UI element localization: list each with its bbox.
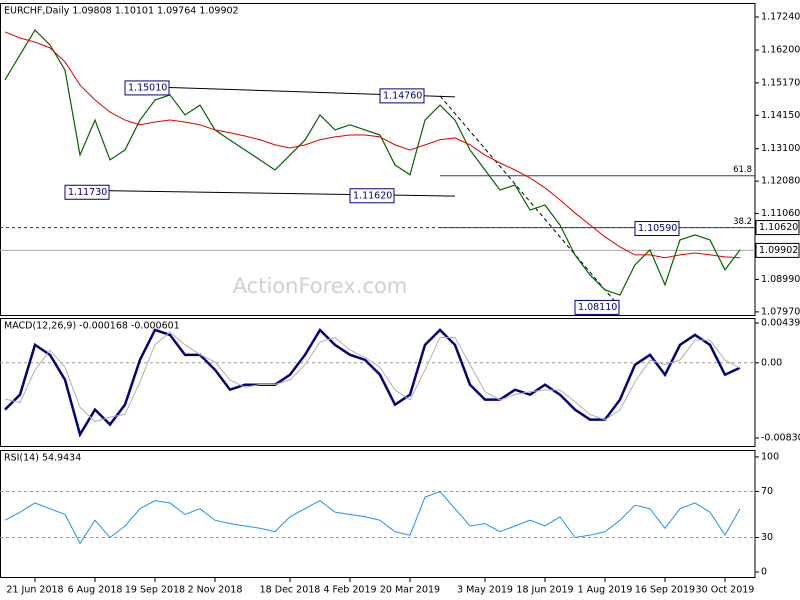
x-tick-label: 2 Nov 2018 bbox=[188, 585, 243, 596]
y-tick-label: 0.00 bbox=[761, 357, 782, 368]
y-tick-label: 1.16200 bbox=[761, 45, 800, 56]
series-line bbox=[4, 490, 741, 545]
panel-frame bbox=[0, 3, 756, 316]
panel-title: RSI(14) 54.9434 bbox=[4, 453, 81, 464]
panel-frame bbox=[0, 318, 756, 447]
annotation-label: 1.10590 bbox=[638, 223, 677, 234]
annotation-box bbox=[634, 221, 680, 237]
y-tick-label: 1.15170 bbox=[761, 77, 800, 88]
x-tick-label: 18 Dec 2018 bbox=[260, 585, 321, 596]
price-box bbox=[755, 220, 800, 236]
x-tick-label: 4 Feb 2019 bbox=[323, 585, 376, 596]
y-tick-label: 1.13100 bbox=[761, 143, 800, 154]
x-tick-label: 19 Sep 2018 bbox=[125, 585, 185, 596]
x-tick-label: 21 Jun 2018 bbox=[6, 585, 63, 596]
y-tick-label: 1.12080 bbox=[761, 176, 800, 187]
annotation-label: 1.15010 bbox=[128, 82, 167, 93]
panel-title: EURCHF,Daily 1.09808 1.10101 1.09764 1.0… bbox=[4, 6, 239, 17]
annotation-box bbox=[64, 184, 110, 200]
x-tick-label: 16 Sep 2019 bbox=[635, 585, 695, 596]
y-tick-label: 30 bbox=[761, 532, 773, 543]
price-box-label: 1.10620 bbox=[759, 222, 798, 233]
watermark: ActionForex.com bbox=[233, 274, 408, 298]
price-box bbox=[755, 242, 800, 258]
series-line bbox=[4, 29, 741, 296]
annotation-box bbox=[379, 88, 425, 104]
y-tick-label: 1.17240 bbox=[761, 11, 800, 22]
panel-frame bbox=[0, 450, 756, 578]
y-tick-label: 70 bbox=[761, 486, 773, 497]
annotation-label: 1.11620 bbox=[353, 190, 392, 201]
y-tick-label: 0.004398 bbox=[761, 317, 800, 328]
x-tick-label: 1 Aug 2019 bbox=[578, 585, 633, 596]
annotation-label: 1.08110 bbox=[578, 302, 617, 313]
annotation-box bbox=[574, 299, 620, 315]
y-tick-label: 1.11060 bbox=[761, 208, 800, 219]
trend-line bbox=[439, 95, 621, 308]
annotation-label: 1.11730 bbox=[68, 187, 107, 198]
series-line bbox=[4, 327, 741, 438]
y-tick-label: -0.008306 bbox=[761, 433, 800, 444]
x-tick-label: 30 Oct 2019 bbox=[696, 585, 755, 596]
y-tick-label: 1.07970 bbox=[761, 306, 800, 317]
y-tick-label: 1.08990 bbox=[761, 274, 800, 285]
annotation-label: 1.14760 bbox=[383, 90, 422, 101]
y-tick-label: 1.14150 bbox=[761, 110, 800, 121]
annotation-box bbox=[124, 80, 170, 96]
series-line bbox=[4, 31, 741, 259]
fib-label: 38.2 bbox=[733, 217, 752, 227]
annotation-box bbox=[349, 188, 395, 204]
price-box-label: 1.09902 bbox=[759, 245, 798, 256]
x-tick-label: 6 Aug 2018 bbox=[68, 585, 123, 596]
series-line bbox=[4, 331, 741, 423]
x-tick-label: 18 Jun 2019 bbox=[516, 585, 573, 596]
y-tick-label: 0 bbox=[761, 567, 767, 578]
x-tick-label: 3 May 2019 bbox=[457, 585, 513, 596]
fib-label: 61.8 bbox=[733, 165, 752, 175]
panel-title: MACD(12,26,9) -0.000168 -0.000601 bbox=[4, 321, 180, 332]
x-tick-label: 20 Mar 2019 bbox=[380, 585, 440, 596]
y-tick-label: 100 bbox=[761, 451, 779, 462]
